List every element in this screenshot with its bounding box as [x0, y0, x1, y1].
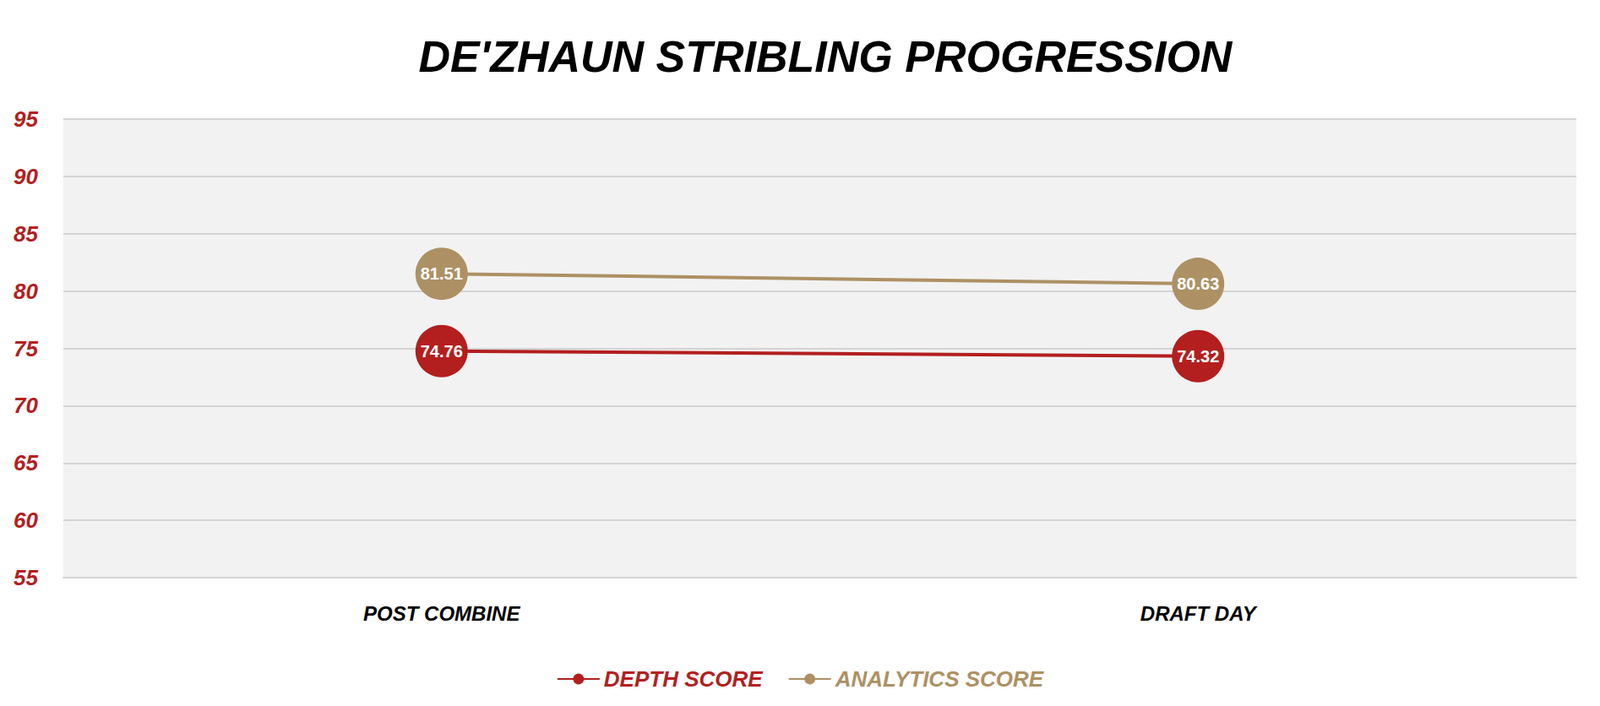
svg-text:ANALYTICS SCORE: ANALYTICS SCORE [834, 666, 1045, 692]
svg-text:95: 95 [13, 106, 39, 132]
svg-text:DEPTH SCORE: DEPTH SCORE [604, 666, 763, 692]
svg-text:70: 70 [13, 392, 39, 419]
svg-text:80: 80 [13, 278, 39, 305]
svg-text:55: 55 [13, 565, 39, 591]
svg-text:90: 90 [13, 163, 39, 190]
svg-text:DRAFT DAY: DRAFT DAY [1140, 602, 1258, 626]
svg-text:80.63: 80.63 [1176, 274, 1220, 294]
svg-text:85: 85 [13, 221, 39, 247]
svg-text:81.51: 81.51 [420, 264, 463, 283]
svg-text:75: 75 [13, 336, 39, 362]
svg-text:DE'ZHAUN STRIBLING PROGRESSION: DE'ZHAUN STRIBLING PROGRESSION [419, 32, 1234, 82]
svg-text:65: 65 [13, 450, 39, 476]
svg-text:74.32: 74.32 [1176, 347, 1220, 366]
svg-text:74.76: 74.76 [420, 342, 463, 361]
svg-text:POST COMBINE: POST COMBINE [363, 602, 521, 626]
svg-text:60: 60 [13, 507, 39, 534]
